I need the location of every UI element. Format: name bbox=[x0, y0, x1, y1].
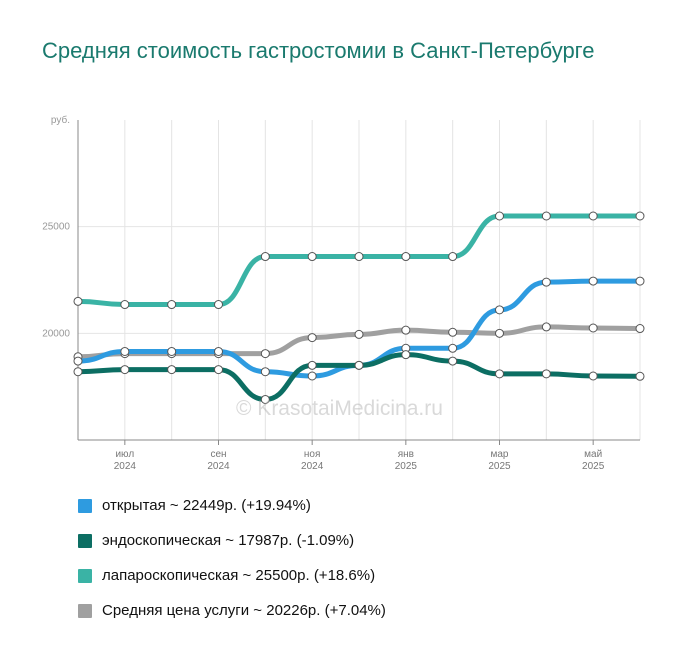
y-axis-label: руб. bbox=[51, 114, 70, 126]
y-tick-label: 20000 bbox=[42, 328, 70, 339]
legend-swatch bbox=[78, 533, 92, 548]
data-point bbox=[354, 252, 364, 262]
data-point bbox=[401, 252, 411, 262]
x-tick-label-year: 2024 bbox=[114, 461, 137, 472]
x-tick-label: сен bbox=[210, 449, 226, 460]
watermark: © KrasotaiMedicina.ru bbox=[236, 397, 443, 420]
data-point bbox=[495, 328, 504, 338]
line-chart: 2000025000руб.июл2024сен2024ноя2024янв20… bbox=[42, 114, 645, 472]
data-point bbox=[307, 371, 317, 381]
data-point bbox=[307, 333, 317, 343]
data-point bbox=[260, 394, 270, 404]
data-point bbox=[495, 211, 504, 221]
data-point bbox=[541, 277, 551, 287]
data-point bbox=[541, 211, 551, 221]
data-point bbox=[260, 252, 270, 262]
legend-item-endoscopic[interactable]: эндоскопическая ~ 17987р. (-1.09%) bbox=[78, 523, 386, 558]
x-tick-label-year: 2025 bbox=[395, 461, 418, 472]
data-point bbox=[167, 365, 177, 375]
data-point bbox=[120, 346, 130, 356]
x-tick-label: янв bbox=[398, 449, 414, 460]
legend-label: лапароскопическая ~ 25500р. (+18.6%) bbox=[102, 567, 376, 584]
data-point bbox=[307, 360, 317, 370]
x-tick-label: май bbox=[584, 449, 602, 460]
data-point bbox=[73, 356, 83, 366]
data-point bbox=[588, 211, 598, 221]
x-tick-label-year: 2025 bbox=[488, 461, 511, 472]
x-tick-label-year: 2024 bbox=[207, 461, 230, 472]
data-point bbox=[260, 367, 270, 377]
chart-title: Средняя стоимость гастростомии в Санкт-П… bbox=[42, 38, 595, 63]
data-point bbox=[354, 360, 364, 370]
data-point bbox=[214, 365, 223, 375]
data-point bbox=[120, 300, 130, 310]
legend-label: эндоскопическая ~ 17987р. (-1.09%) bbox=[102, 532, 355, 549]
data-point bbox=[635, 211, 645, 221]
x-tick-label-year: 2024 bbox=[301, 461, 324, 472]
data-point bbox=[495, 369, 504, 379]
y-tick-label: 25000 bbox=[42, 222, 70, 233]
data-point bbox=[588, 323, 598, 333]
data-point bbox=[448, 252, 458, 262]
data-point bbox=[73, 367, 83, 377]
data-point bbox=[260, 349, 270, 359]
data-point bbox=[635, 276, 645, 286]
x-tick-label: ноя bbox=[304, 449, 321, 460]
data-point bbox=[541, 369, 551, 379]
data-point bbox=[167, 346, 177, 356]
data-point bbox=[541, 322, 551, 332]
x-tick-label: июл bbox=[115, 449, 134, 460]
data-point bbox=[401, 350, 411, 360]
legend-item-open[interactable]: открытая ~ 22449р. (+19.94%) bbox=[78, 488, 386, 523]
data-point bbox=[214, 346, 223, 356]
legend-swatch bbox=[78, 568, 92, 583]
data-point bbox=[588, 276, 598, 286]
data-point bbox=[448, 327, 458, 337]
legend-swatch bbox=[78, 603, 92, 618]
legend-item-average[interactable]: Средняя цена услуги ~ 20226р. (+7.04%) bbox=[78, 593, 386, 628]
data-point bbox=[307, 252, 317, 262]
x-tick-label: мар bbox=[491, 449, 509, 460]
data-point bbox=[635, 324, 645, 334]
legend: открытая ~ 22449р. (+19.94%) эндоскопиче… bbox=[78, 488, 386, 628]
data-point bbox=[401, 325, 411, 335]
data-point bbox=[448, 356, 458, 366]
data-point bbox=[214, 300, 223, 310]
legend-swatch bbox=[78, 498, 92, 513]
legend-item-laparoscopic[interactable]: лапароскопическая ~ 25500р. (+18.6%) bbox=[78, 558, 386, 593]
data-point bbox=[588, 371, 598, 381]
x-tick-label-year: 2025 bbox=[582, 461, 605, 472]
data-point bbox=[354, 329, 364, 339]
data-point bbox=[495, 305, 504, 315]
data-point bbox=[120, 365, 130, 375]
data-point bbox=[167, 300, 177, 310]
legend-label: открытая ~ 22449р. (+19.94%) bbox=[102, 497, 311, 514]
data-point bbox=[635, 371, 645, 381]
data-point bbox=[448, 343, 458, 353]
data-point bbox=[73, 296, 83, 306]
legend-label: Средняя цена услуги ~ 20226р. (+7.04%) bbox=[102, 602, 386, 619]
